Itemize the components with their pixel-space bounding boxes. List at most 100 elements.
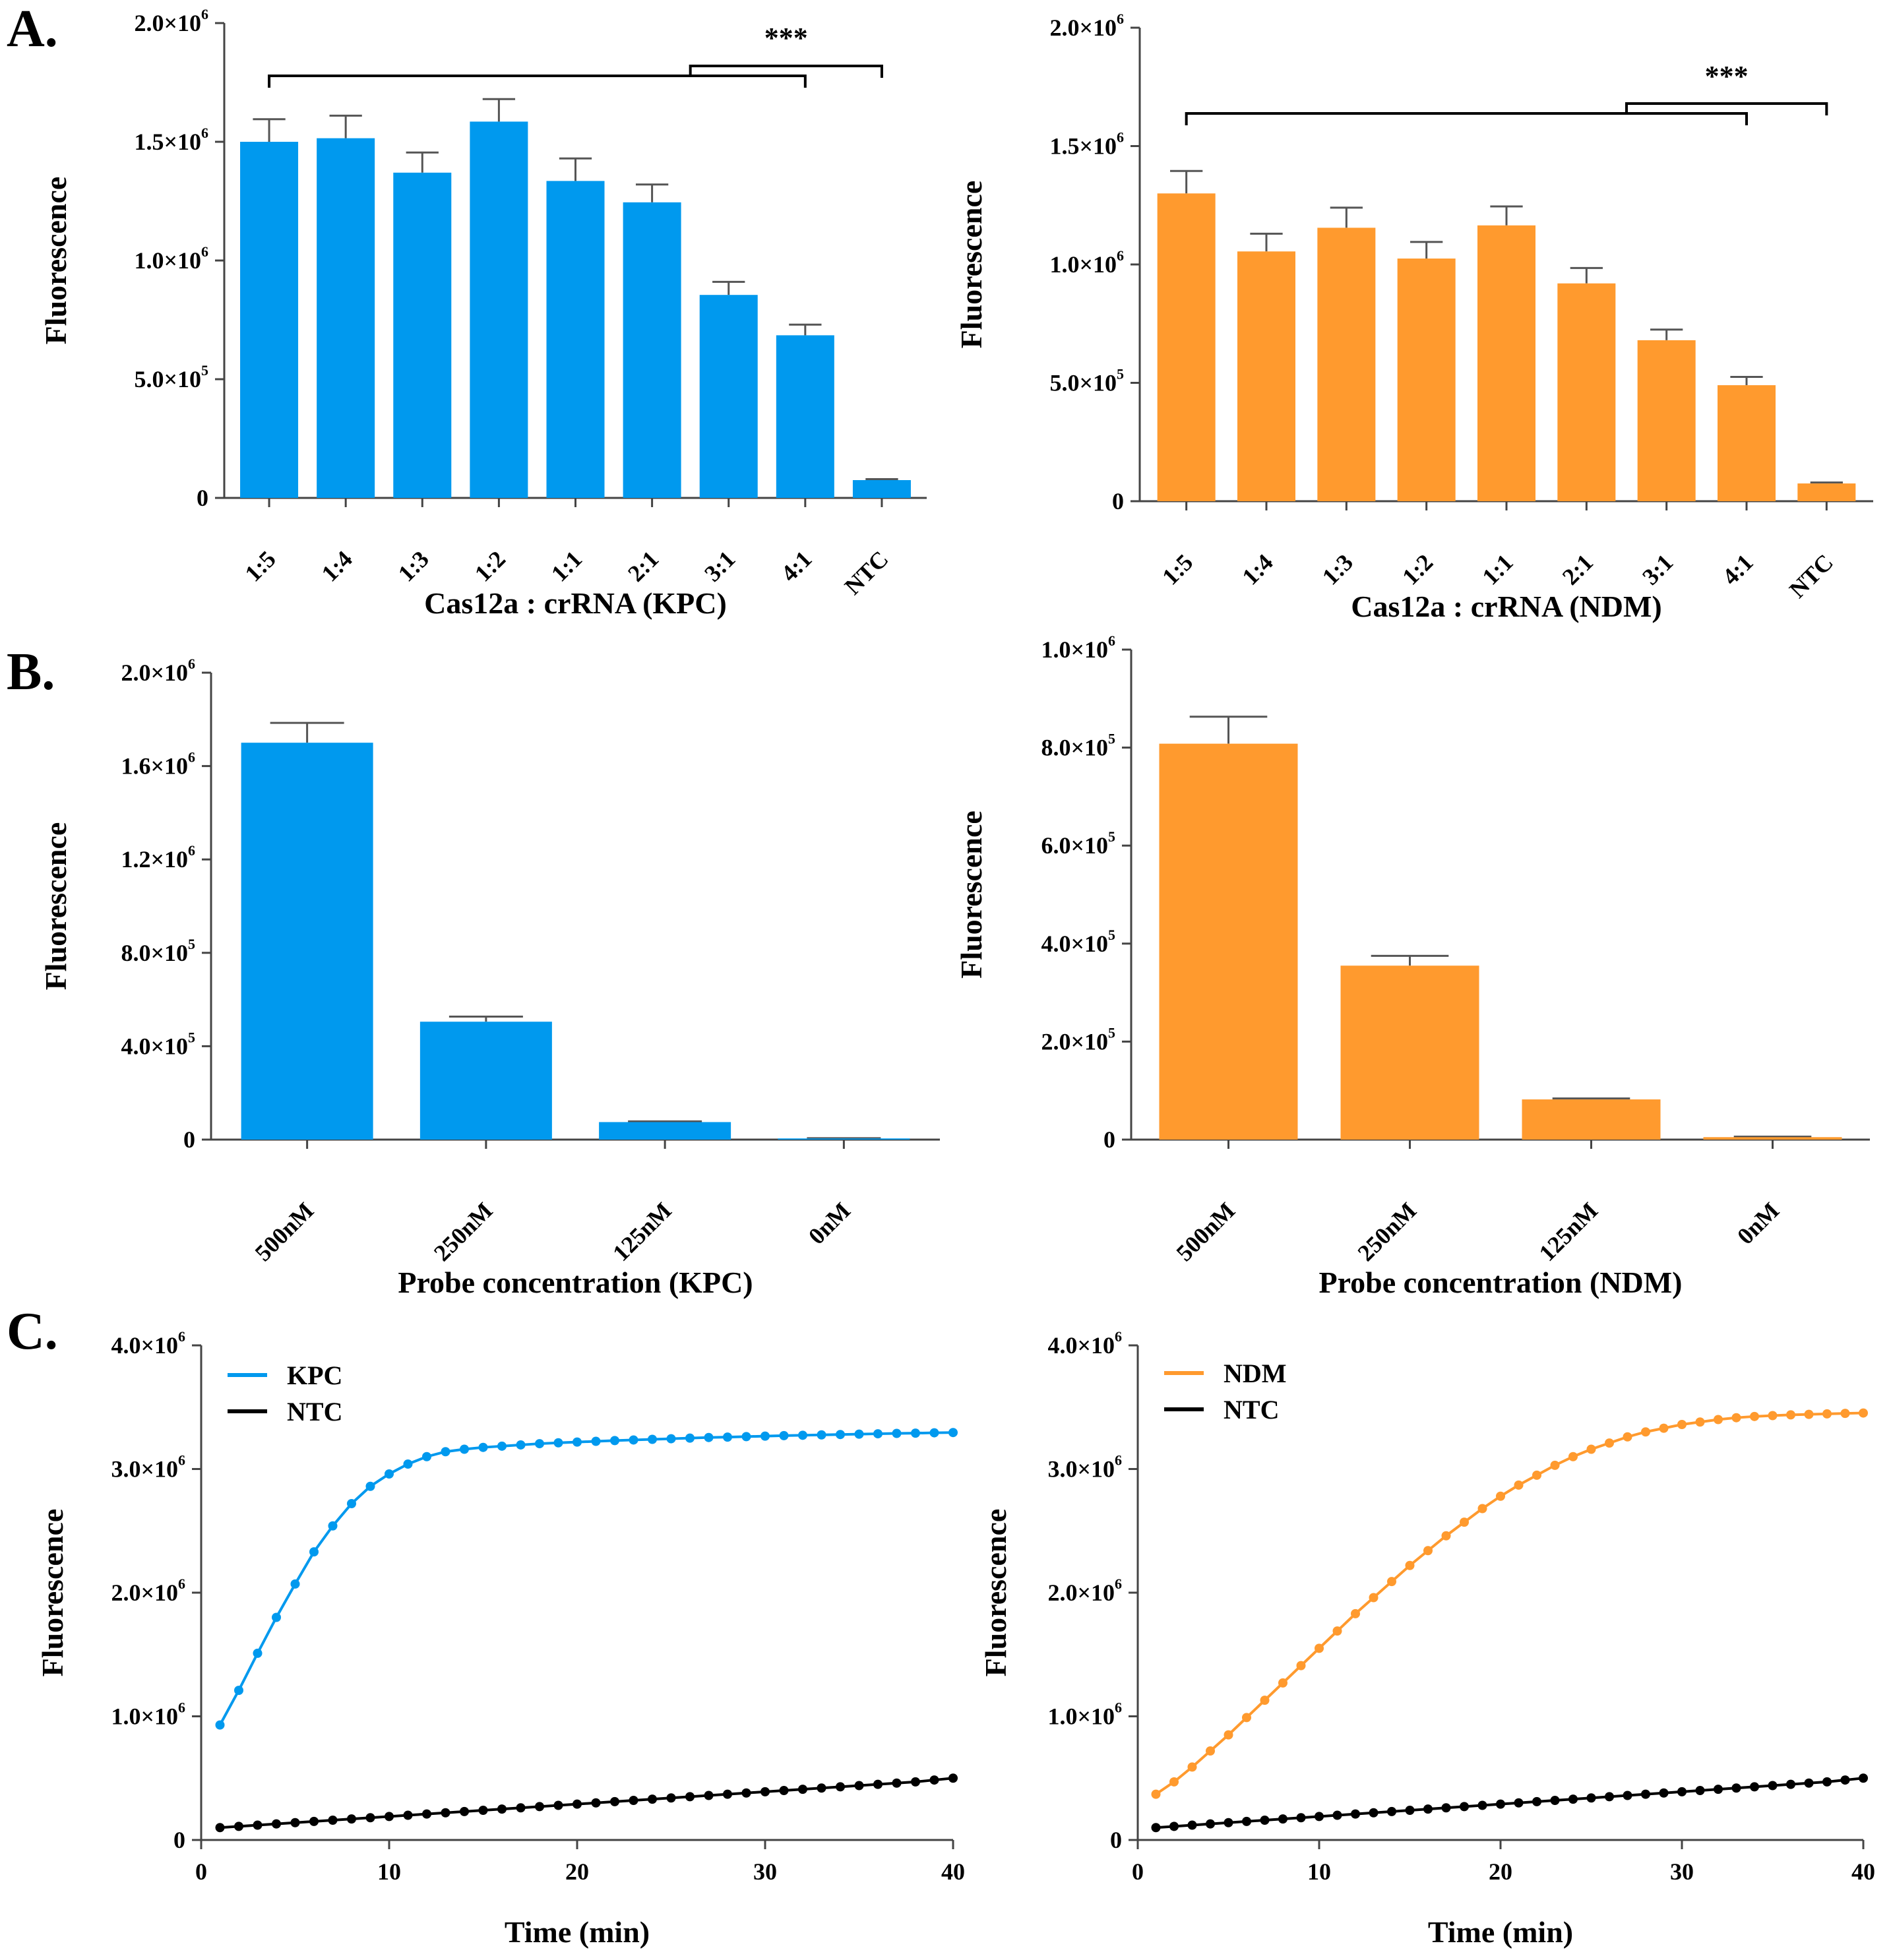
y-tick-exponent: 6 — [178, 1700, 185, 1716]
y-tick-label: 1.0×106 — [1047, 1700, 1122, 1730]
y-tick-label-base: 3.0×10 — [1047, 1456, 1115, 1483]
x-tick-label: 1:3 — [1317, 549, 1358, 590]
y-tick-label-base: 5.0×10 — [134, 366, 201, 392]
data-point — [1278, 1814, 1287, 1824]
data-point — [1369, 1808, 1379, 1818]
data-point — [478, 1806, 488, 1815]
data-point — [460, 1444, 469, 1454]
data-point — [1387, 1806, 1396, 1816]
chart-c-left: 01.0×1062.0×1063.0×1064.0×106Fluorescenc… — [36, 1328, 965, 1949]
data-point — [1677, 1420, 1687, 1429]
y-tick-label: 6.0×105 — [1041, 828, 1115, 859]
legend-label: NTC — [287, 1397, 342, 1426]
data-point — [1532, 1796, 1541, 1806]
data-point — [1804, 1409, 1814, 1419]
y-tick-label: 2.0×106 — [134, 6, 208, 36]
data-point — [1387, 1577, 1396, 1587]
data-point — [892, 1778, 902, 1788]
y-tick-label: 4.0×106 — [111, 1328, 185, 1359]
data-point — [535, 1802, 544, 1812]
y-tick-label-base: 1.2×10 — [121, 846, 188, 873]
data-point — [309, 1547, 319, 1557]
data-point — [1423, 1546, 1433, 1556]
y-tick-label: 5.0×105 — [134, 362, 208, 392]
data-point — [685, 1433, 695, 1443]
data-point — [516, 1440, 526, 1450]
significance-bracket — [1185, 112, 1748, 125]
data-point — [1695, 1417, 1705, 1427]
bar — [699, 295, 758, 498]
data-point — [1332, 1626, 1342, 1636]
data-point — [1568, 1452, 1578, 1461]
data-point — [347, 1814, 356, 1824]
y-tick-label-base: 1.5×10 — [134, 129, 201, 155]
data-point — [1351, 1809, 1360, 1819]
data-point — [666, 1793, 676, 1803]
data-point — [704, 1432, 714, 1442]
y-tick-label: 1.0×106 — [134, 243, 208, 274]
y-tick-exponent: 6 — [178, 1328, 185, 1345]
y-tick-label: 1.0×106 — [1049, 247, 1124, 278]
data-point — [215, 1720, 225, 1730]
x-tick-label: 500nM — [1171, 1197, 1241, 1266]
data-point — [535, 1439, 544, 1449]
data-point — [1586, 1793, 1596, 1803]
data-point — [385, 1812, 394, 1822]
data-point — [1750, 1411, 1759, 1421]
x-tick-label: 0nM — [1732, 1197, 1784, 1249]
y-tick-label-base: 0 — [173, 1827, 185, 1853]
y-axis-title: Fluorescence — [39, 177, 73, 345]
data-point — [798, 1785, 807, 1794]
x-tick-label: 1:1 — [1477, 549, 1518, 590]
data-point — [610, 1796, 619, 1806]
y-tick-exponent: 6 — [1115, 1328, 1122, 1345]
x-tick-label: 1:1 — [546, 545, 587, 586]
data-point — [573, 1799, 582, 1809]
y-tick-label-base: 1.0×10 — [111, 1703, 178, 1730]
data-point — [1677, 1787, 1687, 1796]
bar — [776, 335, 834, 498]
data-point — [403, 1810, 413, 1820]
y-tick-label-base: 2.0×10 — [121, 659, 188, 686]
y-tick-label-base: 8.0×10 — [121, 940, 188, 966]
y-tick-exponent: 6 — [1115, 1452, 1122, 1469]
data-point — [1460, 1517, 1469, 1527]
y-tick-exponent: 6 — [201, 125, 208, 141]
y-tick-label-base: 2.0×10 — [1041, 1028, 1108, 1055]
x-tick-label: 500nM — [250, 1197, 319, 1266]
bar — [241, 743, 373, 1140]
bar — [1397, 259, 1456, 501]
x-tick-label: 125nM — [607, 1197, 677, 1266]
data-point — [1187, 1762, 1197, 1772]
data-point — [1859, 1773, 1868, 1783]
series-line-kpc — [218, 1431, 954, 1726]
data-point — [1840, 1775, 1850, 1785]
y-tick-label-base: 5.0×10 — [1049, 370, 1117, 396]
data-point — [629, 1435, 638, 1445]
y-tick-label: 3.0×106 — [111, 1452, 185, 1483]
x-tick-label: 20 — [1489, 1858, 1512, 1885]
data-point — [478, 1442, 488, 1452]
data-point — [1550, 1796, 1560, 1805]
data-point — [1514, 1480, 1524, 1490]
data-point — [1641, 1789, 1650, 1799]
bar — [1340, 965, 1479, 1140]
x-tick-label: 0 — [1132, 1858, 1144, 1885]
series-line-ntc — [220, 1777, 954, 1829]
y-tick-exponent: 6 — [1117, 247, 1124, 264]
data-point — [1151, 1789, 1161, 1799]
panel-label-c: C. — [7, 1302, 58, 1361]
data-point — [1242, 1713, 1251, 1723]
data-point — [1605, 1792, 1614, 1802]
data-point — [253, 1820, 263, 1830]
data-point — [591, 1798, 601, 1808]
y-tick-exponent: 6 — [188, 656, 195, 672]
data-point — [1731, 1783, 1741, 1793]
y-tick-label-base: 3.0×10 — [111, 1456, 178, 1483]
data-point — [685, 1792, 695, 1802]
y-tick-label-base: 4.0×10 — [1041, 931, 1108, 957]
x-tick-label: 40 — [941, 1858, 965, 1885]
bar — [419, 1022, 552, 1140]
data-point — [1641, 1427, 1650, 1437]
data-point — [873, 1779, 883, 1789]
